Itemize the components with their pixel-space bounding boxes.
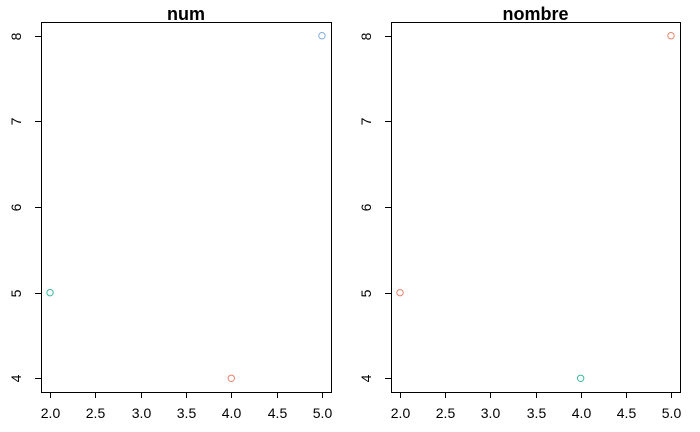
- y-tick-label: 4: [8, 374, 24, 382]
- x-tick-label: 3.0: [132, 405, 152, 421]
- x-tick-label: 4.5: [268, 405, 288, 421]
- y-tick-label: 5: [358, 289, 374, 297]
- x-tick-label: 2.5: [436, 405, 456, 421]
- x-tick-label: 5.0: [313, 405, 333, 421]
- data-point: [396, 288, 404, 297]
- data-point: [46, 288, 54, 297]
- y-tick-label: 8: [8, 32, 24, 40]
- panel-num: num 2.0 2.5 3.0 3.5 4.0 4.5 5.0 4 5 6 7 8: [8, 4, 332, 421]
- x-tick-label: 3.5: [527, 405, 547, 421]
- x-tick-label: 2.0: [391, 405, 411, 421]
- plot-frame: [41, 22, 332, 393]
- y-tick-label: 5: [8, 289, 24, 297]
- x-tick-label: 3.0: [481, 405, 501, 421]
- panel-nombre: nombre 2.0 2.5 3.0 3.5 4.0 4.5 5.0 4 5 6 7 8: [358, 4, 681, 421]
- data-point: [576, 374, 585, 382]
- y-tick-label: 7: [358, 117, 374, 125]
- x-tick-label: 5.0: [662, 405, 682, 421]
- x-tick-label: 4.0: [572, 405, 592, 421]
- plot-frame: [391, 22, 681, 393]
- y-tick-label: 4: [358, 374, 374, 382]
- y-tick-label: 7: [8, 117, 24, 125]
- panel-title: num: [167, 4, 205, 24]
- x-tick-label: 4.0: [222, 405, 242, 421]
- y-tick-label: 8: [358, 32, 374, 40]
- x-tick-label: 3.5: [177, 405, 197, 421]
- y-tick-label: 6: [8, 203, 24, 211]
- x-tick-label: 4.5: [617, 405, 637, 421]
- data-point: [318, 32, 326, 40]
- y-tick-label: 6: [358, 203, 374, 211]
- x-tick-label: 2.0: [41, 405, 61, 421]
- x-tick-label: 2.5: [86, 405, 106, 421]
- data-point: [667, 32, 675, 40]
- panel-title: nombre: [502, 4, 568, 24]
- data-point: [227, 374, 236, 382]
